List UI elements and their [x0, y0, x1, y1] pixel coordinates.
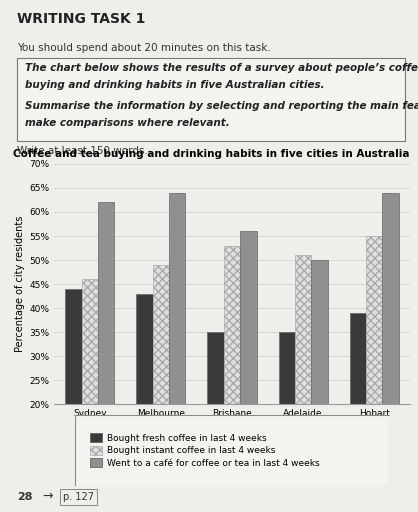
- Bar: [382, 193, 399, 501]
- Bar: [207, 332, 224, 501]
- FancyBboxPatch shape: [75, 415, 389, 486]
- Text: buying and drinking habits in five Australian cities.: buying and drinking habits in five Austr…: [25, 80, 325, 90]
- Text: Coffee and tea buying and drinking habits in five cities in Australia: Coffee and tea buying and drinking habit…: [13, 149, 410, 159]
- FancyBboxPatch shape: [17, 58, 405, 141]
- Bar: [295, 255, 311, 501]
- Text: →: →: [42, 490, 52, 503]
- Bar: [278, 332, 295, 501]
- Bar: [82, 280, 98, 501]
- Text: make comparisons where relevant.: make comparisons where relevant.: [25, 118, 230, 129]
- Bar: [98, 202, 115, 501]
- Text: You should spend about 20 minutes on this task.: You should spend about 20 minutes on thi…: [17, 43, 270, 53]
- Legend: Bought fresh coffee in last 4 weeks, Bought instant coffee in last 4 weeks, Went: Bought fresh coffee in last 4 weeks, Bou…: [86, 430, 323, 472]
- Text: Write at least 150 words.: Write at least 150 words.: [17, 146, 148, 156]
- Text: Summarise the information by selecting and reporting the main features, and: Summarise the information by selecting a…: [25, 101, 418, 112]
- Bar: [136, 294, 153, 501]
- Bar: [349, 313, 366, 501]
- Bar: [65, 289, 82, 501]
- Bar: [153, 265, 169, 501]
- Text: p. 127: p. 127: [63, 492, 94, 502]
- Text: The chart below shows the results of a survey about people’s coffee and tea: The chart below shows the results of a s…: [25, 63, 418, 73]
- Bar: [240, 231, 257, 501]
- Bar: [224, 246, 240, 501]
- Bar: [366, 236, 382, 501]
- Bar: [169, 193, 186, 501]
- Text: WRITING TASK 1: WRITING TASK 1: [17, 12, 145, 26]
- Y-axis label: Percentage of city residents: Percentage of city residents: [15, 216, 25, 352]
- Text: 28: 28: [17, 492, 32, 502]
- Bar: [311, 260, 328, 501]
